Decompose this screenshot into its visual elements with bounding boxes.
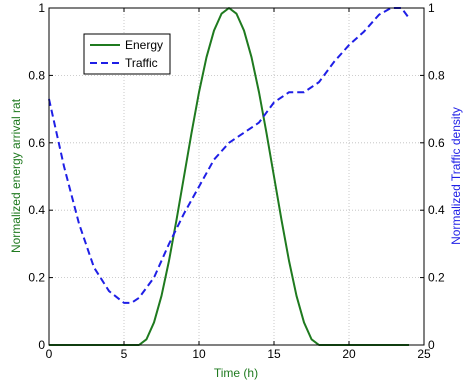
y-right-tick-label: 0.2 xyxy=(428,271,445,285)
x-tick-label: 25 xyxy=(417,347,431,361)
legend-label-energy: Energy xyxy=(125,38,163,52)
y-left-tick-labels: 0 0.2 0.4 0.6 0.8 1 xyxy=(28,1,45,352)
tick-marks xyxy=(48,7,425,346)
y-left-tick-label: 0.8 xyxy=(28,68,45,82)
y-right-tick-labels: 0 0.2 0.4 0.6 0.8 1 xyxy=(428,1,445,352)
x-tick-labels: 0 5 10 15 20 25 xyxy=(46,347,431,361)
legend-label-traffic: Traffic xyxy=(125,56,158,70)
y-left-tick-label: 0.4 xyxy=(28,203,45,217)
y-right-tick-label: 0.8 xyxy=(428,68,445,82)
series-line-traffic xyxy=(48,7,410,304)
legend-box xyxy=(83,33,171,75)
y-right-tick-label: 0.6 xyxy=(428,136,445,150)
x-tick-label: 20 xyxy=(342,347,356,361)
y-left-axis-label: Normalized energy arrival rat xyxy=(9,98,23,253)
x-tick-label: 10 xyxy=(192,347,206,361)
legend: Energy Traffic xyxy=(83,33,171,75)
x-tick-label: 5 xyxy=(121,347,128,361)
y-right-axis-label: Normalized Traffic density xyxy=(449,107,463,245)
plot-frame xyxy=(48,7,425,346)
y-left-tick-label: 0.6 xyxy=(28,136,45,150)
y-right-tick-label: 1 xyxy=(428,1,435,15)
y-left-tick-label: 0.2 xyxy=(28,271,45,285)
x-axis-label: Time (h) xyxy=(214,366,258,380)
y-left-tick-label: 0 xyxy=(38,338,45,352)
y-right-tick-label: 0.4 xyxy=(428,203,445,217)
x-tick-label: 0 xyxy=(46,347,53,361)
x-tick-label: 15 xyxy=(267,347,281,361)
y-left-tick-label: 1 xyxy=(38,1,45,15)
y-right-tick-label: 0 xyxy=(428,338,435,352)
